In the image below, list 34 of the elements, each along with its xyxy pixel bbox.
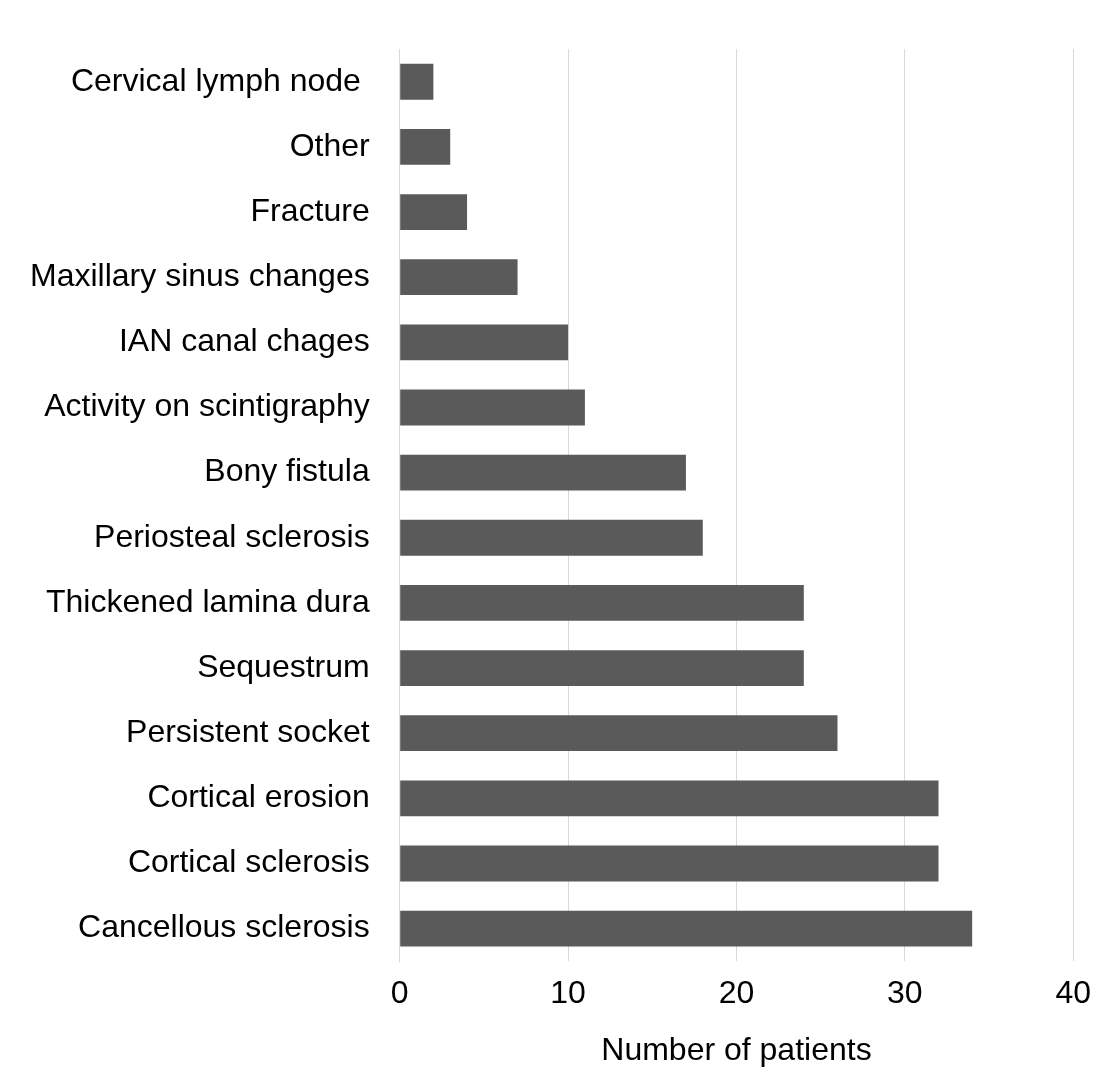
y-tick-label: Cervical lymph node (70, 61, 370, 98)
x-tick-label: 0 (390, 974, 409, 1011)
x-tick-label: 30 (887, 974, 923, 1011)
y-tick-label: Fracture (250, 191, 370, 228)
y-tick-label: Cortical sclerosis (127, 843, 370, 880)
bar (400, 259, 518, 296)
y-tick-label: Cortical erosion (147, 778, 370, 815)
bar (400, 63, 434, 100)
y-tick-label: Bony fistula (204, 452, 370, 489)
bar (400, 585, 804, 621)
x-tick-label: 40 (1055, 974, 1091, 1011)
bar (400, 389, 585, 426)
y-tick-label: Maxillary sinus changes (30, 257, 370, 294)
bar (400, 910, 973, 947)
bar (400, 194, 468, 230)
y-tick-label: Persistent socket (126, 713, 370, 750)
x-tick-label: 10 (550, 974, 586, 1011)
bar (400, 454, 686, 491)
x-tick-label: 20 (718, 974, 755, 1011)
bar (400, 780, 939, 817)
bar (400, 519, 703, 556)
y-tick-label: Other (289, 126, 371, 163)
y-tick-label: IAN canal chages (118, 322, 370, 359)
bar (400, 650, 804, 686)
bar (400, 715, 838, 752)
y-tick-label: Thickened lamina dura (45, 582, 370, 619)
y-tick-label: Sequestrum (197, 647, 370, 684)
y-tick-label: Periosteal sclerosis (94, 517, 370, 554)
y-tick-label: Cancellous sclerosis (78, 908, 370, 945)
bar (400, 324, 569, 361)
bar (400, 845, 939, 882)
y-tick-label: Activity on scintigraphy (44, 387, 370, 424)
bar (400, 129, 451, 165)
x-axis-title: Number of patients (601, 1030, 872, 1067)
